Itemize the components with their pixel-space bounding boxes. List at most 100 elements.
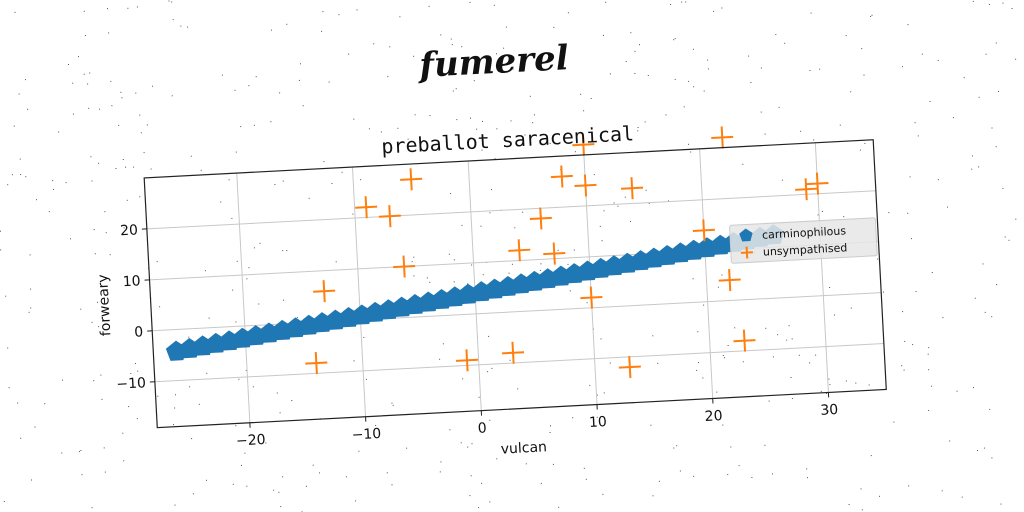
noise-dot — [450, 38, 452, 40]
noise-dot — [308, 197, 310, 199]
noise-dot — [348, 53, 350, 55]
noise-dot — [989, 408, 991, 410]
noise-dot — [235, 151, 237, 153]
noise-dot — [488, 335, 490, 337]
legend-plus-icon — [740, 246, 753, 259]
data-point-unsympathised — [529, 207, 552, 230]
data-point-unsympathised — [355, 196, 378, 219]
grid-line-y — [154, 343, 884, 383]
noise-dot — [363, 337, 365, 338]
noise-dot — [788, 325, 790, 327]
x-tick-label: 0 — [477, 420, 487, 436]
noise-dot — [596, 394, 598, 396]
noise-dot — [413, 256, 415, 258]
noise-dot — [681, 1, 683, 3]
noise-dot — [109, 254, 111, 256]
noise-dot — [778, 106, 780, 108]
noise-dot — [1011, 8, 1013, 9]
noise-dot — [353, 360, 355, 362]
noise-dot — [338, 14, 340, 16]
noise-dot — [110, 80, 112, 82]
noise-dot — [567, 263, 569, 265]
noise-dot — [291, 400, 293, 401]
noise-dot — [768, 400, 770, 402]
noise-dot — [298, 79, 300, 81]
noise-dot — [617, 205, 619, 207]
noise-dot — [696, 369, 698, 371]
noise-dot — [511, 263, 513, 265]
noise-dot — [549, 142, 551, 144]
noise-dot — [389, 46, 391, 48]
noise-dot — [791, 398, 793, 399]
noise-dot — [235, 425, 237, 427]
noise-dot — [613, 202, 615, 204]
noise-dot — [806, 468, 808, 470]
noise-dot — [470, 117, 471, 119]
noise-dot — [529, 95, 531, 97]
noise-dot — [29, 254, 31, 256]
noise-dot — [461, 46, 463, 48]
noise-dot — [738, 465, 740, 467]
data-point-unsympathised — [313, 280, 336, 303]
noise-dot — [139, 114, 141, 116]
noise-dot — [373, 43, 375, 45]
noise-dot — [868, 384, 870, 386]
noise-dot — [525, 463, 527, 465]
noise-dot — [809, 70, 811, 71]
x-tick-label: −20 — [236, 432, 266, 450]
noise-dot — [221, 74, 223, 76]
noise-dot — [98, 326, 100, 328]
noise-dot — [961, 496, 963, 498]
noise-dot — [590, 98, 592, 99]
noise-dot — [688, 80, 690, 82]
noise-dot — [698, 362, 699, 364]
noise-dot — [491, 367, 493, 369]
data-point-unsympathised — [550, 165, 573, 188]
noise-dot — [150, 168, 152, 170]
noise-dot — [514, 227, 516, 229]
noise-dot — [273, 489, 275, 491]
noise-dot — [65, 182, 67, 184]
noise-dot — [639, 44, 640, 46]
noise-dot — [807, 477, 808, 479]
noise-dot — [580, 93, 582, 95]
noise-dot — [246, 278, 248, 280]
noise-dot — [44, 403, 46, 405]
data-point-unsympathised — [618, 356, 641, 379]
data-point-unsympathised — [795, 178, 818, 201]
noise-dot — [442, 343, 444, 345]
noise-dot — [469, 1, 471, 3]
noise-dot — [25, 79, 26, 81]
noise-dot — [772, 473, 773, 475]
noise-dot — [200, 169, 202, 171]
noise-dot — [569, 290, 571, 292]
noise-dot — [791, 338, 793, 340]
noise-dot — [278, 491, 280, 493]
noise-dot — [70, 238, 71, 240]
noise-dot — [600, 338, 602, 340]
noise-dot — [258, 303, 260, 305]
noise-dot — [829, 384, 831, 386]
noise-dot — [481, 149, 483, 151]
noise-dot — [834, 314, 835, 316]
noise-dot — [949, 440, 951, 442]
noise-dot — [282, 476, 284, 478]
noise-dot — [648, 202, 650, 204]
noise-dot — [99, 108, 100, 110]
noise-dot — [645, 189, 647, 191]
data-point-unsympathised — [733, 329, 756, 352]
noise-dot — [123, 460, 125, 462]
noise-dot — [305, 485, 307, 487]
noise-dot — [602, 493, 604, 495]
data-point-unsympathised — [508, 239, 531, 262]
legend-label-unsympathised: unsympathised — [763, 241, 848, 258]
noise-dot — [157, 395, 159, 397]
noise-dot — [453, 281, 455, 283]
noise-dot — [482, 120, 483, 122]
noise-dot — [478, 507, 480, 509]
noise-dot — [115, 168, 117, 169]
noise-dot — [80, 450, 82, 451]
noise-dot — [120, 91, 122, 93]
noise-dot — [19, 158, 21, 160]
axes-frame — [143, 139, 887, 429]
